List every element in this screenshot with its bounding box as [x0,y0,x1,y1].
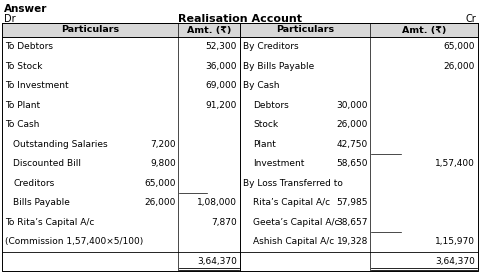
Text: To Debtors: To Debtors [5,42,53,51]
Text: 38,657: 38,657 [336,218,368,227]
Text: To Cash: To Cash [5,120,39,129]
Text: Ashish Capital A/c: Ashish Capital A/c [253,237,334,246]
Text: (Commission 1,57,400×5/100): (Commission 1,57,400×5/100) [5,237,143,246]
Text: Cr: Cr [465,14,476,24]
Text: To Investment: To Investment [5,81,69,90]
Text: 19,328: 19,328 [336,237,368,246]
Text: Geeta’s Capital A/c: Geeta’s Capital A/c [253,218,339,227]
Text: By Creditors: By Creditors [243,42,299,51]
Text: 52,300: 52,300 [205,42,237,51]
Text: By Bills Payable: By Bills Payable [243,62,314,71]
Text: 3,64,370: 3,64,370 [435,257,475,266]
Text: Realisation Account: Realisation Account [178,14,302,24]
Text: Bills Payable: Bills Payable [13,198,70,207]
Text: 1,15,970: 1,15,970 [435,237,475,246]
Text: 65,000: 65,000 [144,179,176,188]
Text: 65,000: 65,000 [444,42,475,51]
Text: 9,800: 9,800 [150,159,176,168]
Text: 26,000: 26,000 [144,198,176,207]
Text: 26,000: 26,000 [336,120,368,129]
Text: Creditors: Creditors [13,179,54,188]
Text: By Cash: By Cash [243,81,279,90]
Text: Discounted Bill: Discounted Bill [13,159,81,168]
Text: To Rita’s Capital A/c: To Rita’s Capital A/c [5,218,95,227]
Text: 36,000: 36,000 [205,62,237,71]
Text: 30,000: 30,000 [336,101,368,110]
Text: Investment: Investment [253,159,304,168]
Text: 58,650: 58,650 [336,159,368,168]
Text: 26,000: 26,000 [444,62,475,71]
Text: Plant: Plant [253,140,276,149]
Text: To Stock: To Stock [5,62,42,71]
Text: 1,08,000: 1,08,000 [197,198,237,207]
Text: 1,57,400: 1,57,400 [435,159,475,168]
Text: Particulars: Particulars [61,26,119,34]
Text: 42,750: 42,750 [337,140,368,149]
Text: Answer: Answer [4,4,48,14]
Text: Amt. (₹): Amt. (₹) [402,26,446,34]
Text: 3,64,370: 3,64,370 [197,257,237,266]
Text: Dr: Dr [4,14,16,24]
Text: Rita’s Capital A/c: Rita’s Capital A/c [253,198,330,207]
Text: 91,200: 91,200 [205,101,237,110]
Text: Outstanding Salaries: Outstanding Salaries [13,140,108,149]
Text: 69,000: 69,000 [205,81,237,90]
Text: Debtors: Debtors [253,101,289,110]
Text: 7,870: 7,870 [211,218,237,227]
Text: Stock: Stock [253,120,278,129]
Text: Particulars: Particulars [276,26,334,34]
Text: To Plant: To Plant [5,101,40,110]
Text: 7,200: 7,200 [150,140,176,149]
Text: 57,985: 57,985 [336,198,368,207]
Bar [2,23,478,37]
Text: By Loss Transferred to: By Loss Transferred to [243,179,343,188]
Text: Amt. (₹): Amt. (₹) [187,26,231,34]
